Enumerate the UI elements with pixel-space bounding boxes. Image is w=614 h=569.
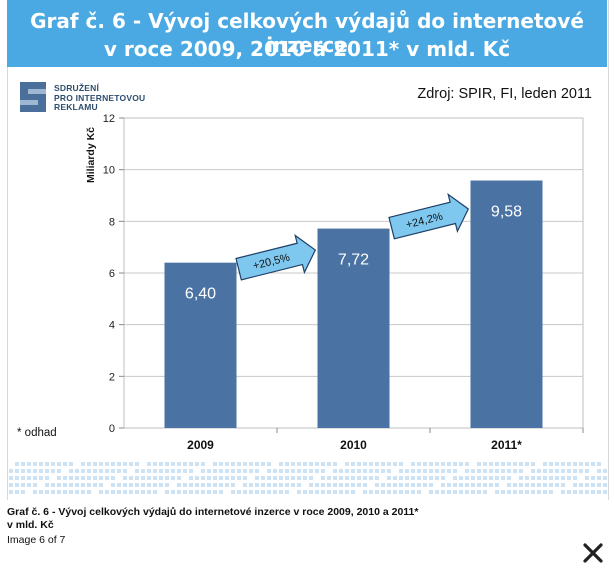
footnote: * odhad: [17, 427, 57, 439]
bar: [470, 180, 543, 428]
bar-value-label: 7,72: [338, 252, 369, 269]
x-tick-label: 2010: [340, 438, 367, 452]
y-tick-label: 4: [109, 320, 115, 332]
close-icon[interactable]: [580, 540, 606, 566]
y-tick-label: 8: [109, 216, 115, 228]
y-tick-label: 10: [103, 165, 115, 177]
growth-arrow: +20,5%: [235, 234, 317, 281]
chart-title-line2: v roce 2009, 2010 a 2011* v mld. Kč: [103, 37, 511, 61]
growth-arrow: +24,2%: [388, 192, 470, 240]
image-counter: Image 6 of 7: [7, 534, 66, 546]
bar: [317, 228, 390, 428]
bar-value-label: 9,58: [491, 204, 522, 221]
x-tick-label: 2009: [187, 438, 214, 452]
y-axis-label: Miliardy Kč: [85, 127, 97, 183]
spir-logo-icon: [17, 80, 49, 114]
logo-line1: SDRUŽENÍ: [54, 83, 100, 93]
logo-line3: REKLAMU: [54, 102, 98, 112]
y-tick-label: 12: [103, 113, 115, 125]
growth-arrow-shape: [235, 234, 317, 281]
image-caption: Graf č. 6 - Vývoj celkových výdajů do in…: [7, 506, 419, 531]
chart-title-line1: Graf č. 6 - Vývoj celkových výdajů do in…: [30, 9, 584, 57]
y-tick-label: 6: [109, 268, 115, 280]
x-tick-label: 2011*: [491, 438, 522, 452]
logo-line2: PRO INTERNETOVOU: [54, 92, 146, 103]
chart-source: Zdroj: SPIR, FI, leden 2011: [417, 86, 592, 102]
decorative-dot-strip: [9, 462, 607, 494]
bar-chart: 0 2 4 6 8 10 12 Miliardy Kč 6,40 2009 7,72 2010 9,58…: [85, 113, 584, 452]
y-tick-label: 2: [109, 371, 115, 383]
chart-title-bar: Graf č. 6 - Vývoj celkových výdajů do in…: [7, 0, 607, 67]
growth-arrow-shape: [388, 192, 470, 240]
y-tick-label: 0: [109, 423, 115, 435]
bar-value-label: 6,40: [185, 286, 216, 303]
logo-text: SDRUŽENÍ PRO INTERNETOVOU REKLAMU: [54, 83, 146, 113]
bar: [164, 262, 237, 428]
